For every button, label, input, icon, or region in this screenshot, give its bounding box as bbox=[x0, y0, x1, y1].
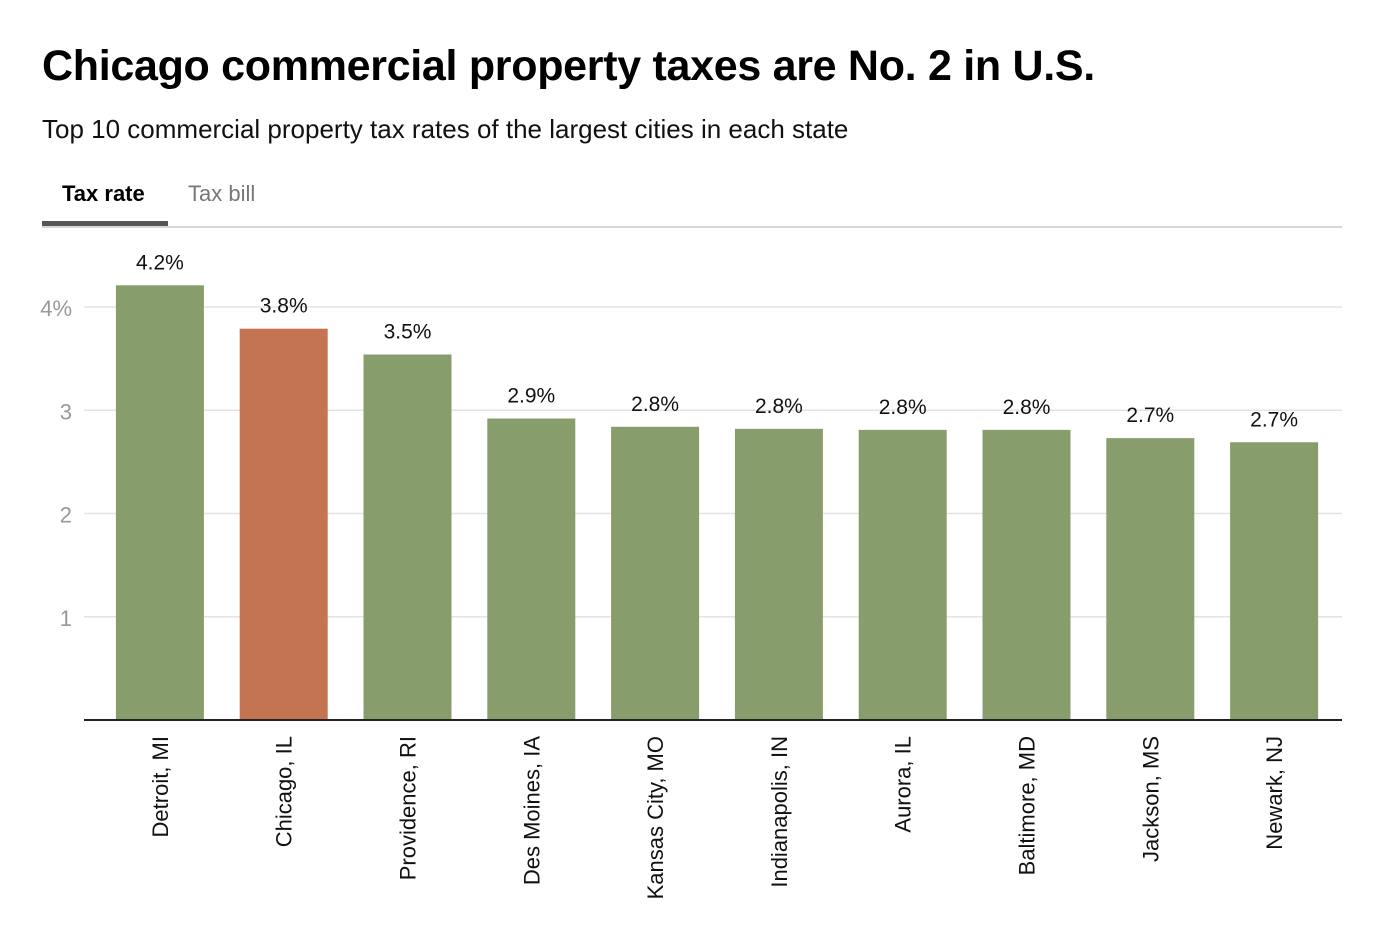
chart-subtitle: Top 10 commercial property tax rates of … bbox=[42, 114, 849, 144]
data-label: 2.7% bbox=[1250, 408, 1298, 431]
data-label: 3.5% bbox=[384, 320, 432, 343]
y-tick-label: 1 bbox=[60, 606, 72, 631]
x-tick-label: Des Moines, IA bbox=[519, 736, 544, 885]
chart-title: Chicago commercial property taxes are No… bbox=[42, 42, 1095, 90]
x-tick-label: Newark, NJ bbox=[1262, 736, 1287, 850]
bar[interactable] bbox=[487, 418, 576, 720]
x-tick-label: Chicago, IL bbox=[272, 736, 297, 847]
bar[interactable] bbox=[734, 428, 823, 720]
tab-tax-bill[interactable]: Tax bill bbox=[188, 181, 256, 206]
data-label: 2.8% bbox=[1003, 396, 1051, 419]
data-label: 2.7% bbox=[1126, 404, 1174, 427]
y-tick-label: 3 bbox=[60, 399, 72, 424]
y-tick-label: 4% bbox=[40, 296, 72, 321]
bar[interactable] bbox=[982, 429, 1071, 720]
data-label: 2.9% bbox=[507, 385, 555, 408]
bar[interactable] bbox=[1106, 438, 1195, 720]
x-tick-label: Providence, RI bbox=[396, 736, 421, 880]
bar[interactable] bbox=[1230, 442, 1319, 720]
x-tick-label: Detroit, MI bbox=[148, 736, 173, 837]
data-label: 2.8% bbox=[631, 393, 679, 416]
y-tick-label: 2 bbox=[60, 503, 72, 528]
data-label: 2.8% bbox=[879, 396, 927, 419]
bar[interactable] bbox=[115, 285, 204, 720]
x-tick-label: Indianapolis, IN bbox=[767, 736, 792, 888]
x-tick-label: Baltimore, MD bbox=[1015, 736, 1040, 875]
bar[interactable] bbox=[239, 328, 328, 720]
x-tick-label: Jackson, MS bbox=[1138, 736, 1163, 862]
x-tick-label: Kansas City, MO bbox=[643, 736, 668, 899]
tab-tax-rate[interactable]: Tax rate bbox=[42, 172, 168, 226]
bar[interactable] bbox=[611, 426, 700, 720]
bar[interactable] bbox=[858, 429, 947, 720]
x-tick-label: Aurora, IL bbox=[891, 736, 916, 833]
data-label: 4.2% bbox=[136, 251, 184, 274]
tab-bar: Tax rate Tax bill bbox=[42, 172, 1342, 228]
bar[interactable] bbox=[363, 354, 452, 720]
data-label: 3.8% bbox=[260, 295, 308, 318]
data-label: 2.8% bbox=[755, 395, 803, 418]
